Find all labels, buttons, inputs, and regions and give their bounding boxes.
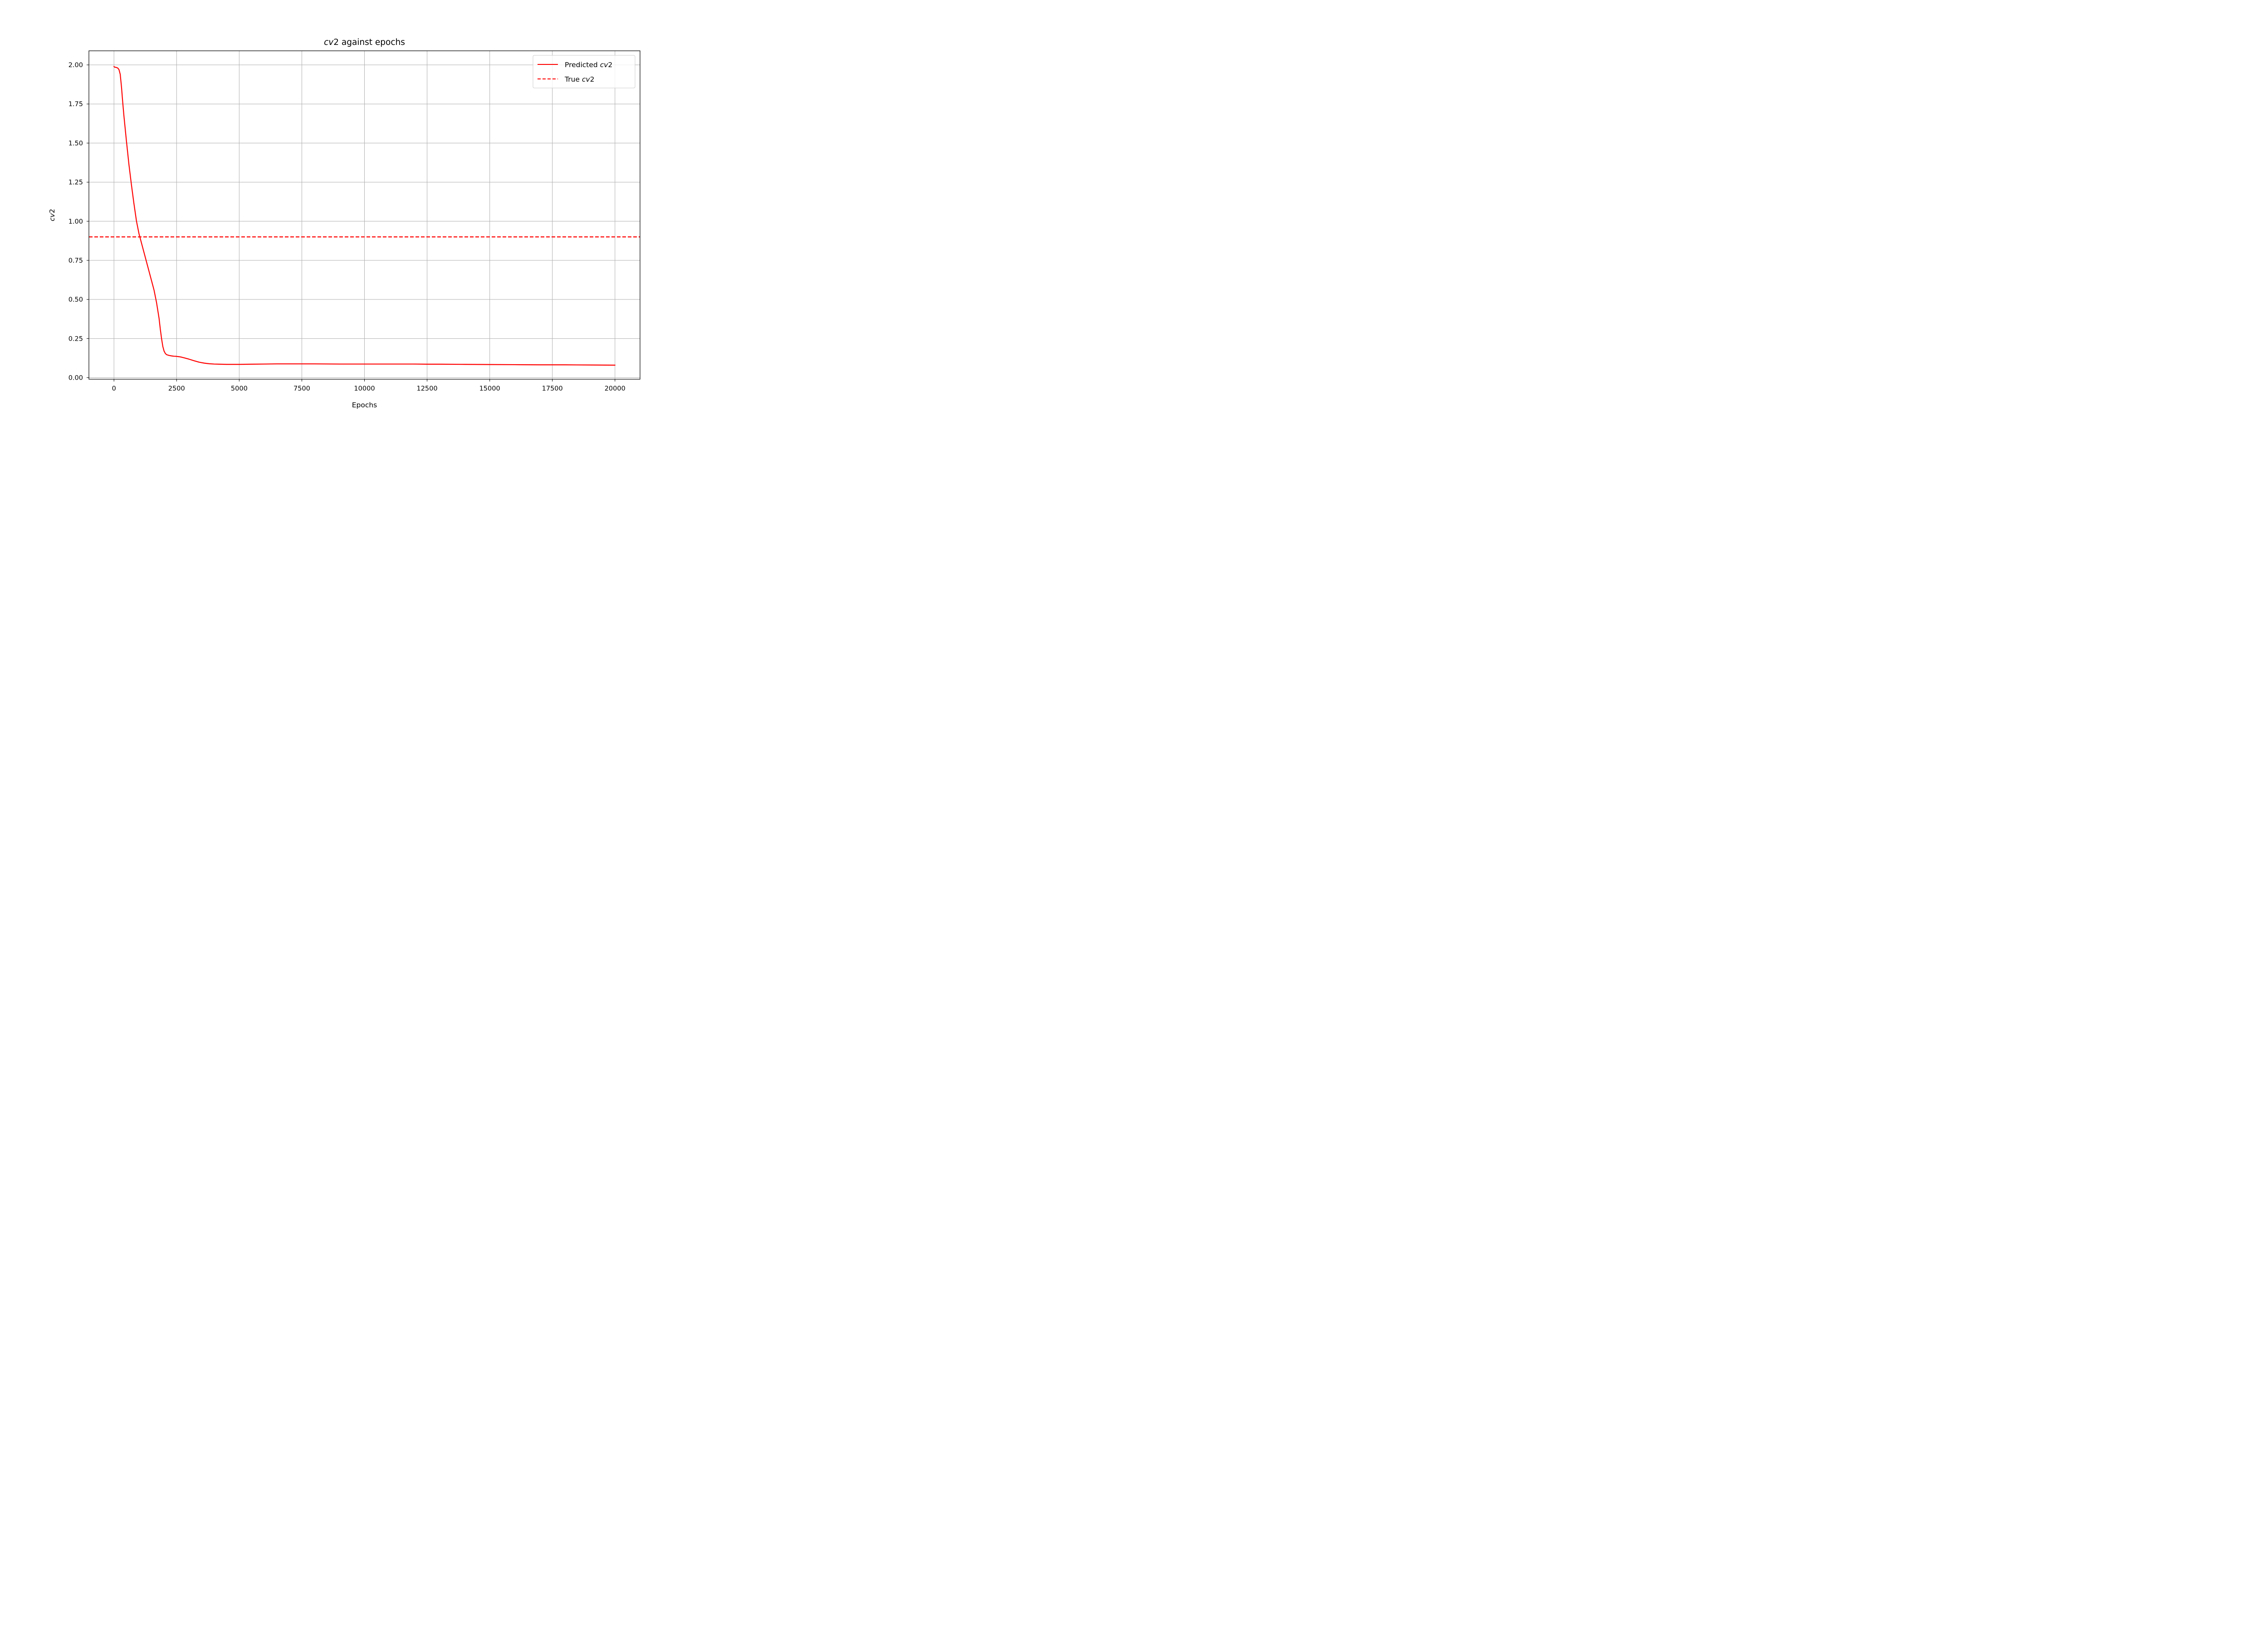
grid-lines <box>89 51 640 379</box>
y-tick-label-6: 1.50 <box>68 140 83 147</box>
legend-entry-predicted: Predicted cv2 <box>565 61 612 69</box>
series-predicted-cv2 <box>113 66 616 366</box>
x-tick-label-15000: 15000 <box>479 385 500 392</box>
x-tick-label-2500: 2500 <box>168 385 185 392</box>
x-tick-label-17500: 17500 <box>542 385 563 392</box>
legend: Predicted cv2 True cv2 <box>533 55 635 88</box>
x-axis-label: Epochs <box>352 401 377 409</box>
x-tick-label-12500: 12500 <box>416 385 437 392</box>
legend-entry-true: True cv2 <box>564 75 594 83</box>
chart-title: cv2 against epochs <box>324 38 405 47</box>
x-tick-label-0: 0 <box>112 385 116 392</box>
y-tick-label-2: 0.50 <box>68 296 83 303</box>
y-axis-label: cv2 <box>48 209 56 221</box>
series-layer <box>89 66 640 366</box>
x-tick-label-20000: 20000 <box>605 385 626 392</box>
y-axis: 0.00 0.25 0.50 0.75 1.00 1.25 1.50 1.75 2.00 <box>68 62 89 382</box>
y-tick-label-7: 1.75 <box>68 101 83 108</box>
y-tick-label-0: 0.00 <box>68 375 83 382</box>
x-tick-label-7500: 7500 <box>293 385 310 392</box>
x-tick-label-5000: 5000 <box>231 385 248 392</box>
x-tick-label-10000: 10000 <box>354 385 375 392</box>
legend-box <box>533 55 635 88</box>
y-tick-label-3: 0.75 <box>68 257 83 264</box>
x-axis: 0 2500 5000 7500 10000 12500 15000 17500 20000 <box>112 379 626 392</box>
y-tick-label-8: 2.00 <box>68 62 83 69</box>
y-tick-label-5: 1.25 <box>68 179 83 186</box>
chart: 0 2500 5000 7500 10000 12500 15000 17500 20000 0… <box>0 0 701 421</box>
y-tick-label-4: 1.00 <box>68 218 83 225</box>
y-tick-label-1: 0.25 <box>68 335 83 342</box>
